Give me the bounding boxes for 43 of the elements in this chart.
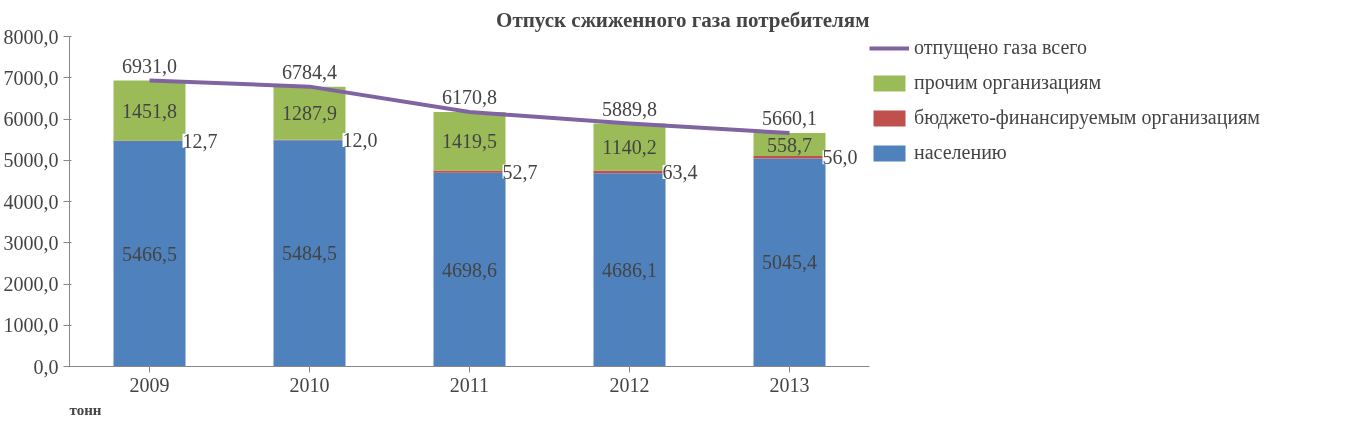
y-tick-label: 3000,0 — [3, 231, 59, 254]
data-label: 1287,9 — [282, 102, 337, 125]
x-tick-label: 2012 — [609, 373, 650, 396]
legend-label: населению — [914, 141, 1007, 164]
y-tick-label: 7000,0 — [3, 66, 59, 89]
legend-label: отпущено газа всего — [914, 36, 1088, 59]
data-label: 5484,5 — [282, 242, 337, 265]
data-label: 6784,4 — [282, 60, 337, 83]
data-label: 52,7 — [502, 160, 538, 183]
x-tick-label: 2013 — [769, 373, 810, 396]
y-tick-label: 5000,0 — [3, 149, 59, 172]
x-tick-label: 2010 — [289, 373, 330, 396]
data-label: 1451,8 — [122, 99, 177, 122]
data-label: 5045,4 — [762, 251, 817, 274]
data-label: 6931,0 — [122, 54, 177, 77]
data-label: 5466,5 — [122, 242, 177, 265]
x-tick-label: 2009 — [129, 373, 170, 396]
data-label: 4698,6 — [442, 258, 497, 281]
data-label: 12,7 — [182, 129, 218, 152]
chart-title: Отпуск сжиженного газа потребителям — [496, 7, 870, 32]
y-tick-label: 8000,0 — [3, 25, 59, 48]
x-tick-label: 2011 — [449, 373, 490, 396]
bar — [113, 141, 186, 367]
bar — [113, 80, 186, 141]
data-label: 12,0 — [342, 129, 378, 152]
y-tick-label: 6000,0 — [3, 108, 59, 130]
y-tick-label: 0,0 — [33, 355, 59, 378]
data-label: 6170,8 — [442, 85, 497, 108]
data-label: 5660,1 — [762, 107, 817, 130]
bar — [273, 140, 346, 367]
text: тонн — [69, 401, 102, 418]
data-label: 5889,8 — [602, 97, 657, 120]
data-label: 1140,2 — [602, 136, 657, 159]
data-label: 558,7 — [767, 133, 812, 156]
y-tick-label: 2000,0 — [3, 273, 59, 295]
data-label: 63,4 — [662, 160, 698, 183]
y-tick-label: 4000,0 — [3, 190, 59, 213]
legend-label: прочим организациям — [914, 71, 1102, 94]
legend-label: бюджето-финансируемым организациям — [914, 106, 1260, 129]
y-tick-label: 1000,0 — [3, 314, 59, 337]
data-label: 1419,5 — [442, 130, 497, 153]
data-label: 4686,1 — [602, 258, 657, 281]
data-label: 56,0 — [822, 146, 858, 169]
